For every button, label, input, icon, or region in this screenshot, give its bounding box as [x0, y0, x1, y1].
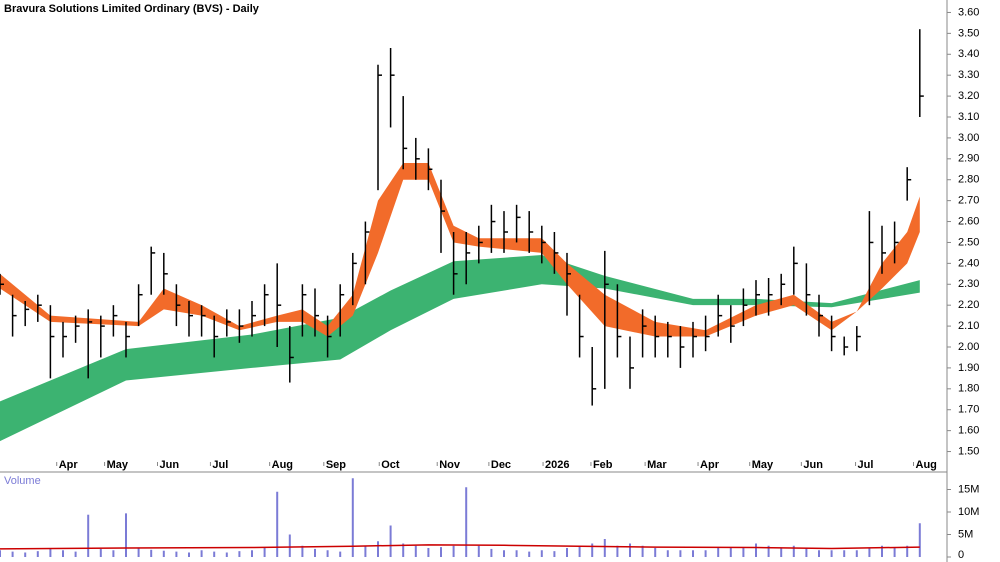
y-tick-label: 3.30: [958, 69, 979, 81]
y-tick-label: 3.60: [958, 6, 979, 18]
band: [0, 163, 920, 337]
x-tick-label: 2026: [545, 459, 569, 471]
y-tick-label: 2.10: [958, 320, 979, 332]
y-tick-label: 2.50: [958, 236, 979, 248]
band: [0, 255, 920, 442]
y-tick-label: 3.20: [958, 90, 979, 102]
x-tick-label: Sep: [326, 459, 346, 471]
x-tick-label: Aug: [272, 459, 293, 471]
x-tick-label: Feb: [593, 459, 613, 471]
y-tick-label: 1.90: [958, 362, 979, 374]
x-tick-label: Mar: [647, 459, 667, 471]
x-tick-label: May: [752, 459, 774, 471]
volume-tick-label: 15M: [958, 483, 979, 495]
x-tick-label: Jul: [858, 459, 874, 471]
x-tick-label: Jun: [160, 459, 180, 471]
y-tick-label: 2.60: [958, 215, 979, 227]
y-tick-label: 3.00: [958, 132, 979, 144]
volume-title: Volume: [4, 475, 41, 487]
x-tick-label: Dec: [491, 459, 511, 471]
y-tick-label: 1.50: [958, 445, 979, 457]
y-tick-label: 3.50: [958, 27, 979, 39]
y-tick-label: 1.60: [958, 425, 979, 437]
y-tick-label: 2.90: [958, 153, 979, 165]
x-tick-label: Jul: [212, 459, 228, 471]
y-tick-label: 2.80: [958, 174, 979, 186]
y-tick-label: 3.40: [958, 48, 979, 60]
chart-title: Bravura Solutions Limited Ordinary (BVS)…: [4, 3, 260, 15]
y-tick-label: 2.20: [958, 299, 979, 311]
y-tick-label: 2.40: [958, 257, 979, 269]
volume-tick-label: 0: [958, 549, 964, 561]
x-tick-label: Apr: [59, 459, 79, 471]
x-tick-label: Nov: [439, 459, 461, 471]
y-tick-label: 2.30: [958, 278, 979, 290]
volume-tick-label: 10M: [958, 506, 979, 518]
volume-tick-label: 5M: [958, 528, 973, 540]
y-tick-label: 3.10: [958, 111, 979, 123]
x-tick-label: Apr: [700, 459, 720, 471]
x-tick-label: Oct: [381, 459, 400, 471]
y-tick-label: 2.70: [958, 195, 979, 207]
x-tick-label: Aug: [916, 459, 937, 471]
volume-average: [0, 544, 920, 550]
y-tick-label: 2.00: [958, 341, 979, 353]
x-tick-label: Jun: [803, 459, 823, 471]
y-tick-label: 1.70: [958, 404, 979, 416]
x-tick-label: May: [107, 459, 129, 471]
y-tick-label: 1.80: [958, 383, 979, 395]
